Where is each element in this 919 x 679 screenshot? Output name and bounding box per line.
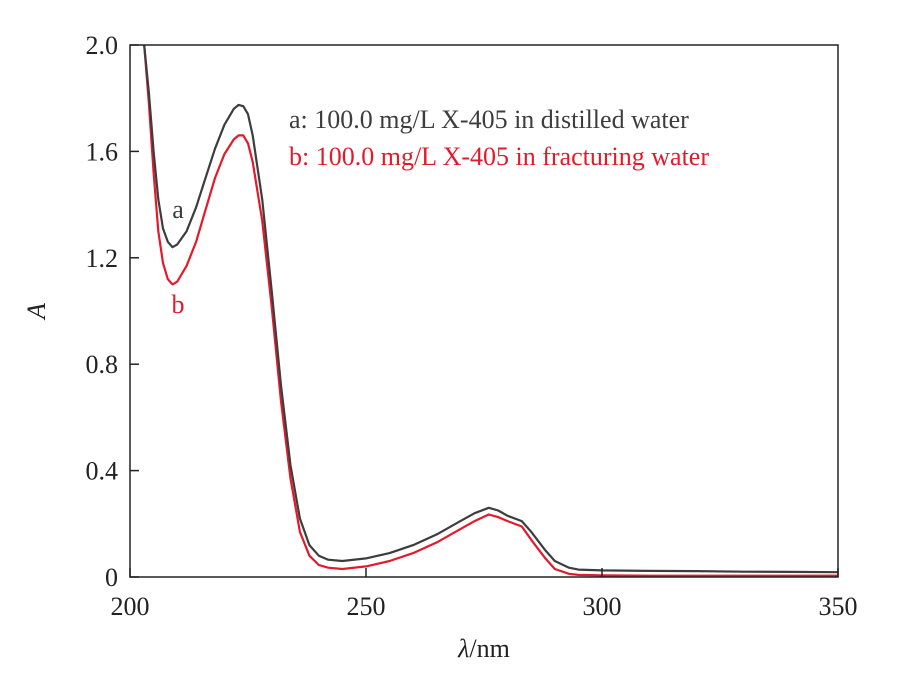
curve-label-a: a <box>172 195 184 224</box>
series-line-a <box>143 45 838 574</box>
y-tick-label: 0 <box>105 563 118 592</box>
plot-frame <box>129 44 839 578</box>
x-axis-title-symbol: λ <box>457 634 469 663</box>
legend-entry-b: b: 100.0 mg/L X-405 in fracturing water <box>289 142 709 171</box>
x-tick-label: 250 <box>347 592 386 621</box>
y-tick-label: 1.6 <box>86 137 119 166</box>
y-axis-title: A <box>22 303 51 321</box>
plot-curves <box>143 45 838 577</box>
y-tick-label: 1.2 <box>86 244 119 273</box>
x-tick-label: 350 <box>819 592 858 621</box>
y-tick-label: 0.8 <box>86 350 119 379</box>
y-axis-ticks: 0 0.4 0.8 1.2 1.6 2.0 <box>86 31 139 592</box>
y-tick-label: 2.0 <box>86 31 119 60</box>
x-axis-ticks: 200 250 300 350 <box>111 568 858 621</box>
series-line-b <box>143 45 838 577</box>
x-tick-label: 200 <box>111 592 150 621</box>
x-axis-title: λ/nm <box>457 634 510 663</box>
legend-entry-a: a: 100.0 mg/L X-405 in distilled water <box>289 105 689 134</box>
x-tick-label: 300 <box>583 592 622 621</box>
x-axis-title-unit: /nm <box>469 634 509 663</box>
curve-label-b: b <box>172 290 185 319</box>
y-tick-label: 0.4 <box>86 457 119 486</box>
